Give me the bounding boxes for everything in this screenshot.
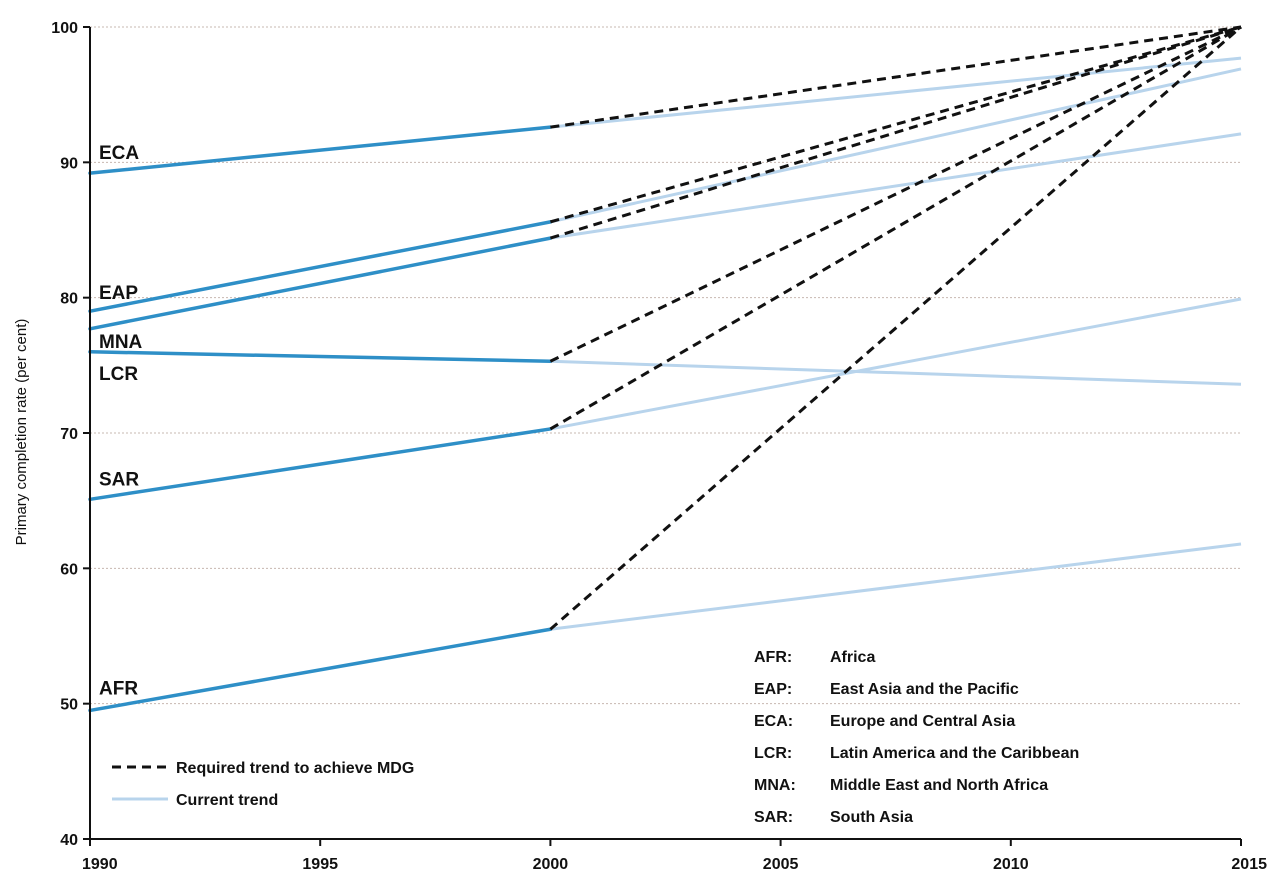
historical-line-lcr	[88, 350, 553, 364]
required-trend-sar	[549, 25, 1242, 431]
y-tick-label-60: 60	[60, 561, 78, 578]
tick-labels: 40 50 60 70 80 90 100 1990 1995 2000 2005 2010 2015	[51, 20, 1267, 873]
series-label-eca: ECA	[99, 143, 139, 164]
y-tick-label-80: 80	[60, 291, 78, 308]
historical-line-eap	[88, 220, 553, 313]
historical-lines	[88, 125, 553, 713]
y-tick-label-90: 90	[60, 155, 78, 172]
series-labels: ECA EAP MNA LCR SAR AFR	[99, 143, 143, 699]
current-trend-lcr	[550, 359, 1242, 386]
series-label-lcr: LCR	[99, 364, 138, 385]
x-tick-label-2015: 2015	[1231, 856, 1267, 873]
required-trend-afr	[549, 25, 1242, 631]
current-trend-afr	[550, 542, 1242, 631]
abbr-code-lcr: LCR:	[754, 745, 792, 762]
abbr-name-eap: East Asia and the Pacific	[830, 681, 1019, 698]
y-tick-label-70: 70	[60, 426, 78, 443]
y-tick-label-50: 50	[60, 697, 78, 714]
abbr-name-mna: Middle East and North Africa	[830, 777, 1048, 794]
series-label-afr: AFR	[99, 678, 138, 699]
y-tick-label-40: 40	[60, 832, 78, 849]
abbr-code-sar: SAR:	[754, 809, 793, 826]
x-tick-label-1995: 1995	[302, 856, 338, 873]
required-trend-eap	[549, 25, 1242, 224]
current-trend-sar	[550, 297, 1242, 431]
series-label-sar: SAR	[99, 469, 139, 490]
legend-required-label: Required trend to achieve MDG	[176, 760, 414, 777]
x-tick-label-2005: 2005	[763, 856, 799, 873]
legend-current-label: Current trend	[176, 792, 278, 809]
x-tick-label-1990: 1990	[82, 856, 118, 873]
required-trend-lines	[549, 25, 1242, 631]
y-tick-label-100: 100	[51, 20, 78, 37]
abbr-name-eca: Europe and Central Asia	[830, 713, 1015, 730]
current-trend-lines	[550, 56, 1242, 631]
y-axis-label: Primary completion rate (per cent)	[13, 319, 30, 546]
abbr-name-lcr: Latin America and the Caribbean	[830, 745, 1079, 762]
abbr-code-eca: ECA:	[754, 713, 793, 730]
abbr-code-eap: EAP:	[754, 681, 792, 698]
abbr-name-sar: South Asia	[830, 809, 913, 826]
series-label-eap: EAP	[99, 283, 138, 304]
abbr-code-mna: MNA:	[754, 777, 796, 794]
abbr-code-afr: AFR:	[754, 649, 792, 666]
required-trend-eca	[550, 25, 1242, 129]
historical-line-mna	[88, 236, 553, 331]
required-trend-mna	[549, 25, 1242, 240]
historical-line-sar	[88, 427, 553, 502]
required-trend-lcr	[549, 25, 1242, 363]
historical-line-eca	[88, 125, 553, 175]
abbreviation-key: AFR: Africa EAP: East Asia and the Pacific E…	[754, 649, 1079, 826]
x-tick-label-2010: 2010	[993, 856, 1029, 873]
series-label-mna: MNA	[99, 332, 143, 353]
current-trend-eca	[550, 56, 1242, 129]
x-tick-label-2000: 2000	[533, 856, 569, 873]
current-trend-mna	[550, 132, 1242, 240]
abbr-name-afr: Africa	[830, 649, 875, 666]
legend: Required trend to achieve MDG Current tr…	[112, 760, 414, 809]
historical-line-afr	[88, 627, 553, 713]
